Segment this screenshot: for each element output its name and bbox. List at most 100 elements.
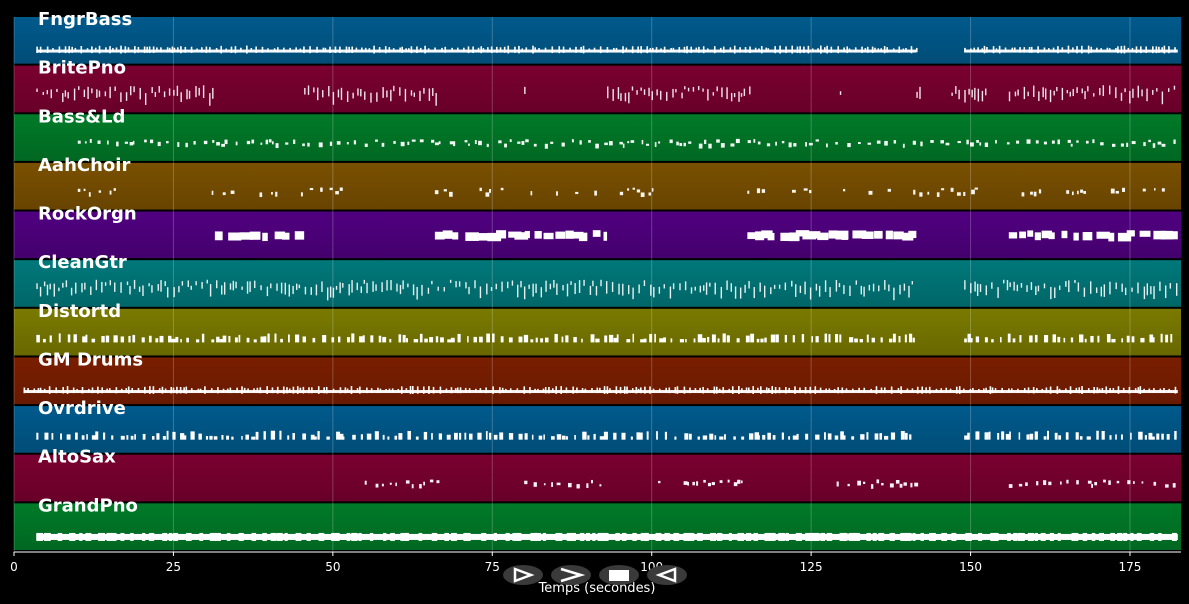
note-mark [534,47,536,53]
note-mark [452,232,459,240]
note-mark [889,338,893,343]
note-mark [805,532,813,541]
note-mark [764,337,767,343]
note-mark [683,46,686,53]
note-mark [795,284,797,297]
note-mark [643,280,646,287]
track-label-fngrbass: FngrBass [38,9,132,30]
note-mark [400,532,408,541]
note-mark [161,386,164,394]
note-mark [517,284,519,298]
note-mark [1035,140,1039,144]
note-mark [718,388,721,393]
note-mark [185,386,188,394]
note-mark [105,47,107,53]
note-mark [613,337,618,343]
note-mark [1065,281,1067,287]
note-mark [1090,335,1094,343]
note-mark [863,286,865,297]
note-mark [413,92,416,97]
track-band [14,503,1181,550]
note-mark [1093,386,1095,394]
note-mark [521,48,524,52]
note-mark [631,46,634,54]
note-mark [784,334,787,343]
note-mark [431,139,435,143]
note-mark [87,86,89,99]
note-mark [336,431,341,440]
note-mark [91,435,96,440]
forward-button[interactable] [551,565,591,585]
note-mark [1100,142,1104,146]
note-mark [467,46,470,54]
note-mark [876,140,881,144]
note-mark [606,386,609,394]
note-mark [617,87,620,100]
note-mark [238,532,244,541]
note-mark [234,337,238,343]
note-mark [464,140,468,143]
note-mark [991,339,994,343]
note-mark [1027,387,1030,394]
note-mark [36,432,39,440]
note-mark [804,386,807,394]
note-mark [23,387,26,394]
note-mark [1112,387,1115,393]
note-mark [89,138,92,143]
note-mark [148,283,150,287]
note-mark [326,436,330,440]
note-mark [1075,432,1079,440]
note-mark [860,285,863,295]
note-mark [716,139,720,143]
note-mark [525,47,528,53]
note-mark [729,47,732,53]
back-button[interactable] [647,565,687,585]
note-mark [1051,140,1055,144]
note-mark [180,338,182,343]
note-mark [659,338,664,343]
note-mark [263,336,267,343]
track-britepno [14,65,1181,113]
note-mark [419,47,422,53]
note-mark [714,435,717,440]
note-mark [697,436,700,440]
note-mark [1076,480,1079,485]
note-mark [359,386,361,394]
note-mark [402,334,406,343]
note-mark [1140,46,1142,54]
note-mark [945,142,950,146]
track-label-britepno: BritePno [38,58,126,79]
note-mark [1175,283,1178,296]
note-mark [1103,479,1106,483]
note-mark [431,280,433,285]
play-button[interactable] [503,565,543,585]
note-mark [346,388,349,393]
note-mark [84,141,87,144]
note-mark [733,436,736,440]
note-mark [280,282,283,294]
note-mark [101,281,103,293]
note-mark [133,86,135,93]
note-mark [839,91,842,95]
note-mark [282,232,290,240]
note-mark [424,45,426,54]
note-mark [545,280,547,292]
note-mark [163,91,166,98]
note-mark [495,283,497,290]
note-mark [811,336,813,343]
note-mark [390,532,395,541]
note-mark [310,287,312,295]
note-mark [481,532,487,541]
note-mark [687,87,690,92]
note-mark [978,388,980,393]
note-mark [124,46,127,54]
note-mark [205,46,208,53]
note-mark [1101,431,1105,440]
stop-button[interactable] [599,565,639,585]
note-mark [492,333,495,343]
note-mark [39,387,42,393]
note-mark [1020,283,1023,288]
note-mark [929,532,936,541]
note-mark [364,143,368,147]
